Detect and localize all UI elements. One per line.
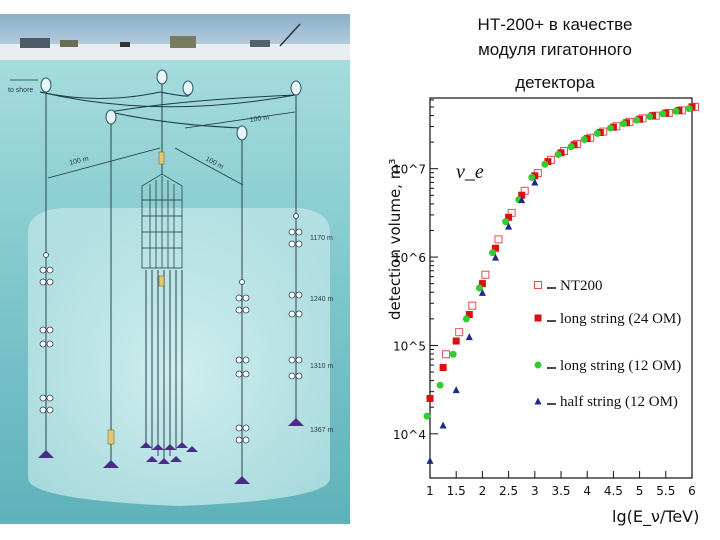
- data-point: [489, 249, 496, 257]
- depth-label-1170: 1170 m: [310, 235, 333, 242]
- detector-volume: [28, 208, 330, 506]
- x-tick-label: 2: [479, 484, 487, 498]
- x-tick-label: 5: [636, 484, 644, 498]
- data-point: [478, 280, 486, 288]
- data-point: [544, 158, 552, 166]
- data-point: [468, 301, 477, 310]
- y-axis-label: detection volume, m³: [386, 159, 404, 320]
- data-point: [505, 213, 513, 221]
- data-point: [620, 120, 627, 128]
- legend-marker: [534, 397, 542, 405]
- data-point: [426, 456, 434, 464]
- depth-label-1240: 1240 m: [310, 296, 334, 303]
- y-tick-label: 10^5: [393, 339, 426, 353]
- data-point: [442, 350, 451, 359]
- data-point: [554, 151, 562, 159]
- data-point: [528, 174, 536, 182]
- data-point: [481, 270, 490, 279]
- data-point: [426, 394, 434, 402]
- data-point: [423, 412, 431, 420]
- data-point: [492, 244, 499, 252]
- x-tick-label: 2.5: [499, 484, 518, 498]
- data-point: [465, 333, 473, 341]
- data-point: [455, 328, 464, 337]
- title-line-2: модуля гигатонного: [478, 40, 632, 59]
- data-point: [531, 178, 539, 186]
- legend-label: long string (12 OM): [560, 358, 681, 374]
- x-tick-label: 4.5: [604, 484, 623, 498]
- data-point: [452, 337, 460, 345]
- x-tick-label: 1: [426, 484, 434, 498]
- distance-label-1: 100 m: [69, 155, 90, 167]
- y-tick-label: 10^7: [393, 163, 426, 177]
- data-point: [580, 136, 588, 144]
- nt200-cage: [141, 173, 183, 269]
- data-point: [502, 218, 510, 226]
- depth-label-1367: 1367 m: [310, 427, 334, 434]
- data-point: [633, 116, 641, 124]
- data-point: [492, 253, 499, 261]
- depth-label-1310: 1310 m: [310, 363, 334, 370]
- data-point: [478, 288, 486, 296]
- data-point: [462, 315, 470, 323]
- x-tick-label: 3: [531, 484, 539, 498]
- data-point: [475, 284, 483, 292]
- data-point: [494, 235, 503, 244]
- x-tick-label: 1.5: [447, 484, 466, 498]
- x-tick-label: 5.5: [656, 484, 675, 498]
- legend-label: NT200: [560, 278, 603, 294]
- data-point: [439, 421, 447, 429]
- legend-marker: [534, 281, 542, 289]
- title-line-1: НТ-200+ в качестве: [477, 15, 633, 34]
- legend-label: half string (12 OM): [560, 394, 678, 410]
- x-tick-label: 4: [583, 484, 591, 498]
- data-point: [659, 110, 667, 118]
- data-point: [593, 129, 601, 137]
- x-tick-label: 6: [688, 484, 696, 498]
- data-point: [567, 143, 575, 151]
- legend-label: long string (24 OM): [560, 311, 681, 327]
- data-point: [465, 311, 473, 319]
- data-point: [646, 113, 654, 121]
- title-line-3: детектора: [515, 73, 595, 92]
- data-point: [436, 381, 444, 389]
- x-axis-label: lg(E_ν/TeV): [612, 507, 699, 527]
- anchors: [38, 418, 304, 484]
- x-tick-label: 3.5: [551, 484, 570, 498]
- data-point: [449, 350, 457, 358]
- y-tick-label: 10^6: [393, 251, 426, 265]
- data-point: [518, 191, 526, 199]
- data-point: [672, 107, 680, 115]
- to-shore-label: to shore: [8, 87, 33, 94]
- data-point: [505, 222, 513, 230]
- data-point: [685, 105, 693, 113]
- distance-label-3: 100 m: [249, 114, 269, 124]
- data-point: [518, 196, 526, 204]
- data-point: [439, 364, 447, 372]
- y-tick-label: 10^4: [393, 428, 426, 442]
- data-point: [452, 386, 460, 394]
- data-point: [606, 124, 614, 132]
- nu-e-annotation: ν_e: [456, 161, 484, 183]
- legend-marker: [534, 314, 542, 322]
- slide-title: НТ-200+ в качестве модуля гигатонного де…: [430, 12, 680, 95]
- legend-marker: [534, 361, 542, 369]
- data-point: [541, 160, 549, 168]
- optical-modules: [39, 213, 303, 444]
